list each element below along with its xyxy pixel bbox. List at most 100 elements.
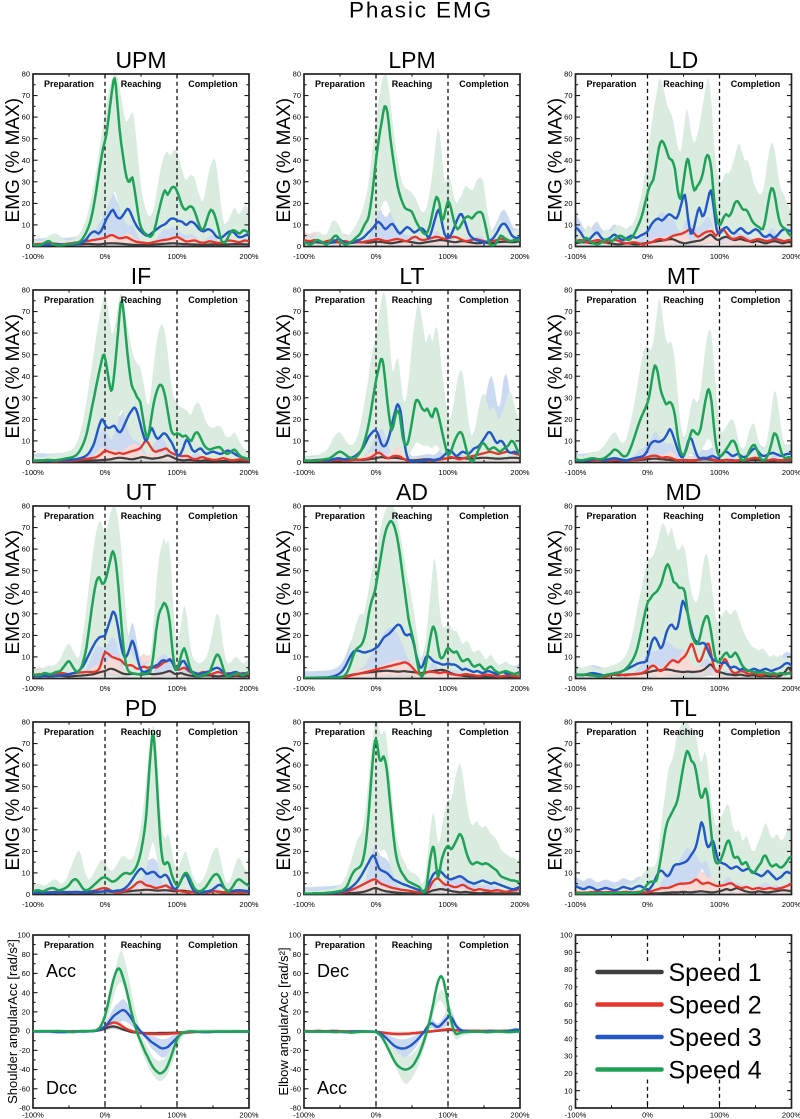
svg-text:-100%: -100% bbox=[565, 684, 587, 693]
svg-text:80: 80 bbox=[564, 286, 572, 295]
svg-text:100%: 100% bbox=[710, 252, 730, 261]
svg-text:Completion: Completion bbox=[459, 511, 509, 521]
svg-text:100%: 100% bbox=[438, 1111, 458, 1119]
svg-text:70: 70 bbox=[22, 739, 30, 748]
svg-text:60: 60 bbox=[564, 329, 572, 338]
svg-text:Preparation: Preparation bbox=[315, 940, 365, 950]
svg-text:200%: 200% bbox=[239, 252, 259, 261]
svg-text:0: 0 bbox=[568, 458, 572, 467]
svg-text:-100%: -100% bbox=[293, 900, 315, 909]
svg-text:EMG (% MAX): EMG (% MAX) bbox=[274, 98, 295, 223]
svg-text:0: 0 bbox=[297, 242, 301, 251]
svg-text:-20: -20 bbox=[19, 1046, 30, 1055]
svg-text:80: 80 bbox=[22, 70, 30, 79]
svg-text:Reaching: Reaching bbox=[121, 727, 162, 737]
svg-text:50: 50 bbox=[22, 134, 30, 143]
svg-text:100%: 100% bbox=[438, 252, 458, 261]
svg-text:-40: -40 bbox=[290, 1065, 301, 1074]
svg-text:20: 20 bbox=[22, 415, 30, 424]
svg-text:MT: MT bbox=[667, 263, 700, 289]
svg-text:-60: -60 bbox=[19, 1084, 30, 1093]
svg-text:10: 10 bbox=[22, 437, 30, 446]
svg-text:10: 10 bbox=[564, 869, 572, 878]
svg-text:0: 0 bbox=[26, 674, 30, 683]
svg-text:Dcc: Dcc bbox=[46, 1078, 77, 1098]
svg-text:50: 50 bbox=[293, 350, 301, 359]
svg-text:60: 60 bbox=[564, 761, 572, 770]
svg-text:30: 30 bbox=[293, 609, 301, 618]
svg-text:0: 0 bbox=[297, 1027, 301, 1036]
svg-text:EMG (% MAX): EMG (% MAX) bbox=[274, 314, 295, 439]
svg-text:0%: 0% bbox=[642, 252, 653, 261]
svg-text:70: 70 bbox=[564, 739, 572, 748]
svg-text:Phasic EMG: Phasic EMG bbox=[349, 0, 493, 23]
svg-text:IF: IF bbox=[131, 263, 151, 289]
svg-text:100: 100 bbox=[288, 931, 301, 940]
svg-text:100%: 100% bbox=[438, 468, 458, 477]
svg-text:-60: -60 bbox=[290, 1084, 301, 1093]
svg-text:100%: 100% bbox=[710, 1111, 730, 1119]
svg-text:40: 40 bbox=[22, 804, 30, 813]
svg-text:Completion: Completion bbox=[731, 79, 781, 89]
svg-text:100%: 100% bbox=[710, 468, 730, 477]
svg-text:Elbow angularAcc [rad/s²]: Elbow angularAcc [rad/s²] bbox=[276, 947, 291, 1095]
svg-text:EMG (% MAX): EMG (% MAX) bbox=[546, 314, 567, 439]
svg-text:Completion: Completion bbox=[188, 727, 238, 737]
svg-text:-40: -40 bbox=[19, 1065, 30, 1074]
svg-text:100%: 100% bbox=[167, 252, 187, 261]
svg-text:Speed 3: Speed 3 bbox=[669, 1024, 762, 1052]
svg-text:PD: PD bbox=[125, 695, 157, 721]
svg-text:0%: 0% bbox=[371, 684, 382, 693]
svg-text:40: 40 bbox=[22, 372, 30, 381]
svg-text:LPM: LPM bbox=[388, 47, 435, 73]
svg-text:-100%: -100% bbox=[565, 468, 587, 477]
svg-text:Completion: Completion bbox=[188, 295, 238, 305]
svg-text:90: 90 bbox=[564, 948, 572, 957]
svg-text:EMG (% MAX): EMG (% MAX) bbox=[3, 746, 24, 871]
svg-text:0: 0 bbox=[26, 890, 30, 899]
svg-text:70: 70 bbox=[293, 523, 301, 532]
svg-text:0%: 0% bbox=[100, 900, 111, 909]
svg-text:Speed 4: Speed 4 bbox=[669, 1057, 762, 1085]
svg-text:-100%: -100% bbox=[293, 252, 315, 261]
svg-text:Completion: Completion bbox=[731, 727, 781, 737]
svg-text:30: 30 bbox=[564, 1052, 572, 1061]
svg-text:0%: 0% bbox=[371, 1111, 382, 1119]
svg-text:70: 70 bbox=[564, 983, 572, 992]
svg-text:50: 50 bbox=[564, 566, 572, 575]
svg-text:UT: UT bbox=[126, 479, 157, 505]
svg-text:-100%: -100% bbox=[22, 684, 44, 693]
svg-text:20: 20 bbox=[564, 199, 572, 208]
svg-text:0: 0 bbox=[568, 242, 572, 251]
svg-text:70: 70 bbox=[22, 523, 30, 532]
svg-text:0: 0 bbox=[297, 890, 301, 899]
svg-text:0%: 0% bbox=[100, 252, 111, 261]
svg-text:30: 30 bbox=[564, 825, 572, 834]
svg-text:Preparation: Preparation bbox=[44, 727, 94, 737]
svg-text:100%: 100% bbox=[438, 900, 458, 909]
svg-text:50: 50 bbox=[293, 134, 301, 143]
svg-text:30: 30 bbox=[293, 393, 301, 402]
svg-text:70: 70 bbox=[22, 91, 30, 100]
svg-text:50: 50 bbox=[22, 566, 30, 575]
svg-text:EMG (% MAX): EMG (% MAX) bbox=[546, 530, 567, 655]
svg-text:0: 0 bbox=[568, 1104, 572, 1113]
svg-text:0: 0 bbox=[297, 674, 301, 683]
svg-text:Completion: Completion bbox=[459, 295, 509, 305]
svg-text:20: 20 bbox=[564, 1069, 572, 1078]
svg-text:30: 30 bbox=[293, 825, 301, 834]
svg-text:40: 40 bbox=[293, 156, 301, 165]
svg-text:40: 40 bbox=[22, 588, 30, 597]
svg-text:Shoulder angularAcc [rad/s²]: Shoulder angularAcc [rad/s²] bbox=[5, 939, 20, 1104]
svg-text:20: 20 bbox=[564, 415, 572, 424]
svg-text:LT: LT bbox=[399, 263, 424, 289]
svg-text:0%: 0% bbox=[642, 1111, 653, 1119]
svg-text:Preparation: Preparation bbox=[315, 511, 365, 521]
svg-text:Preparation: Preparation bbox=[315, 727, 365, 737]
svg-text:10: 10 bbox=[293, 869, 301, 878]
svg-text:EMG (% MAX): EMG (% MAX) bbox=[274, 530, 295, 655]
svg-text:200%: 200% bbox=[239, 684, 259, 693]
svg-text:200%: 200% bbox=[510, 1111, 530, 1119]
svg-text:-100%: -100% bbox=[22, 1111, 44, 1119]
svg-text:0%: 0% bbox=[642, 900, 653, 909]
